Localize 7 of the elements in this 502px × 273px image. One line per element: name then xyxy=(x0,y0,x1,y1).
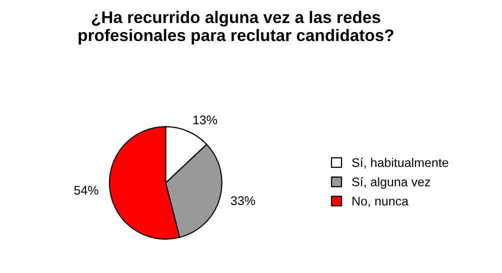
data-label: 33% xyxy=(230,196,256,206)
legend-label: Sí, alguna vez xyxy=(352,177,430,189)
data-label: 54% xyxy=(74,186,98,195)
chart-title: ¿Ha recurrido alguna vez a las redes profesionales para reclutar candidatos? xyxy=(78,10,394,44)
legend-label: Sí, habitualmente xyxy=(352,158,448,169)
data-label: 13% xyxy=(193,115,218,124)
legend-label: No, nunca xyxy=(352,196,409,208)
